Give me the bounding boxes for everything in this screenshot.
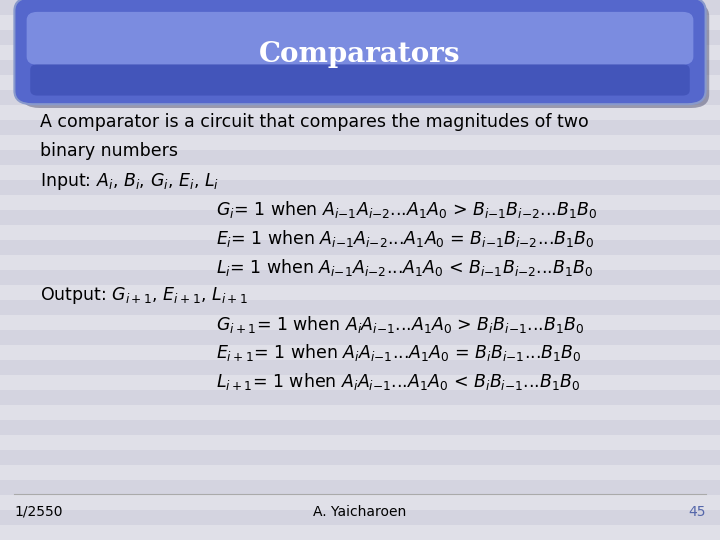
Bar — [0, 450, 720, 465]
Bar — [0, 435, 720, 450]
Text: $E_{i+1}$= 1 when $A_iA_{i\mathrm{-}1}$...$A_1A_0$ = $B_iB_{i\mathrm{-}1}$...$B_: $E_{i+1}$= 1 when $A_iA_{i\mathrm{-}1}$.… — [216, 342, 582, 363]
Text: Comparators: Comparators — [259, 40, 461, 68]
Bar — [0, 30, 720, 45]
Text: 45: 45 — [688, 505, 706, 519]
Text: $E_i$= 1 when $A_{i\mathrm{-}1}A_{i\mathrm{-}2}$...$A_1A_0$ = $B_{i\mathrm{-}1}B: $E_i$= 1 when $A_{i\mathrm{-}1}A_{i\math… — [216, 228, 595, 249]
Bar — [0, 165, 720, 180]
Bar — [0, 15, 720, 30]
Bar — [0, 315, 720, 330]
Bar — [0, 120, 720, 135]
Bar — [0, 345, 720, 360]
Text: $G_{i+1}$= 1 when $A_iA_{i\mathrm{-}1}$...$A_1A_0$ > $B_iB_{i\mathrm{-}1}$...$B_: $G_{i+1}$= 1 when $A_iA_{i\mathrm{-}1}$.… — [216, 314, 584, 335]
Bar — [0, 300, 720, 315]
Bar — [0, 45, 720, 60]
Text: 1/2550: 1/2550 — [14, 505, 63, 519]
Bar — [0, 480, 720, 495]
Bar — [0, 390, 720, 405]
Bar — [0, 330, 720, 345]
Bar — [0, 195, 720, 210]
Bar — [0, 225, 720, 240]
Bar — [0, 90, 720, 105]
Bar — [0, 105, 720, 120]
Bar — [0, 255, 720, 270]
Text: $G_i$= 1 when $A_{i\mathrm{-}1}A_{i\mathrm{-}2}$...$A_1A_0$ > $B_{i\mathrm{-}1}B: $G_i$= 1 when $A_{i\mathrm{-}1}A_{i\math… — [216, 199, 597, 220]
Bar — [0, 180, 720, 195]
Bar — [0, 150, 720, 165]
Text: Input: $A_i$, $B_i$, $G_i$, $E_i$, $L_i$: Input: $A_i$, $B_i$, $G_i$, $E_i$, $L_i$ — [40, 171, 219, 192]
Bar — [0, 360, 720, 375]
FancyBboxPatch shape — [30, 64, 690, 96]
Bar — [0, 510, 720, 525]
Text: A. Yaicharoen: A. Yaicharoen — [313, 505, 407, 519]
Bar — [0, 285, 720, 300]
Bar — [0, 135, 720, 150]
Bar — [0, 525, 720, 540]
Bar — [0, 465, 720, 480]
Bar — [0, 240, 720, 255]
Text: $L_i$= 1 when $A_{i\mathrm{-}1}A_{i\mathrm{-}2}$...$A_1A_0$ < $B_{i\mathrm{-}1}B: $L_i$= 1 when $A_{i\mathrm{-}1}A_{i\math… — [216, 256, 593, 278]
Text: Output: $G_{i+1}$, $E_{i+1}$, $L_{i+1}$: Output: $G_{i+1}$, $E_{i+1}$, $L_{i+1}$ — [40, 285, 248, 306]
Bar — [0, 375, 720, 390]
Bar — [0, 75, 720, 90]
Bar — [0, 210, 720, 225]
Text: $L_{i+1}$= 1 when $A_iA_{i\mathrm{-}1}$...$A_1A_0$ < $B_iB_{i\mathrm{-}1}$...$B_: $L_{i+1}$= 1 when $A_iA_{i\mathrm{-}1}$.… — [216, 371, 580, 392]
FancyBboxPatch shape — [27, 12, 693, 65]
Bar — [0, 495, 720, 510]
Text: A comparator is a circuit that compares the magnitudes of two: A comparator is a circuit that compares … — [40, 113, 588, 131]
Bar — [0, 420, 720, 435]
Bar — [0, 60, 720, 75]
Bar — [0, 405, 720, 420]
Text: binary numbers: binary numbers — [40, 142, 178, 160]
Bar — [0, 270, 720, 285]
Bar — [0, 0, 720, 15]
FancyBboxPatch shape — [22, 3, 709, 108]
FancyBboxPatch shape — [14, 0, 706, 104]
